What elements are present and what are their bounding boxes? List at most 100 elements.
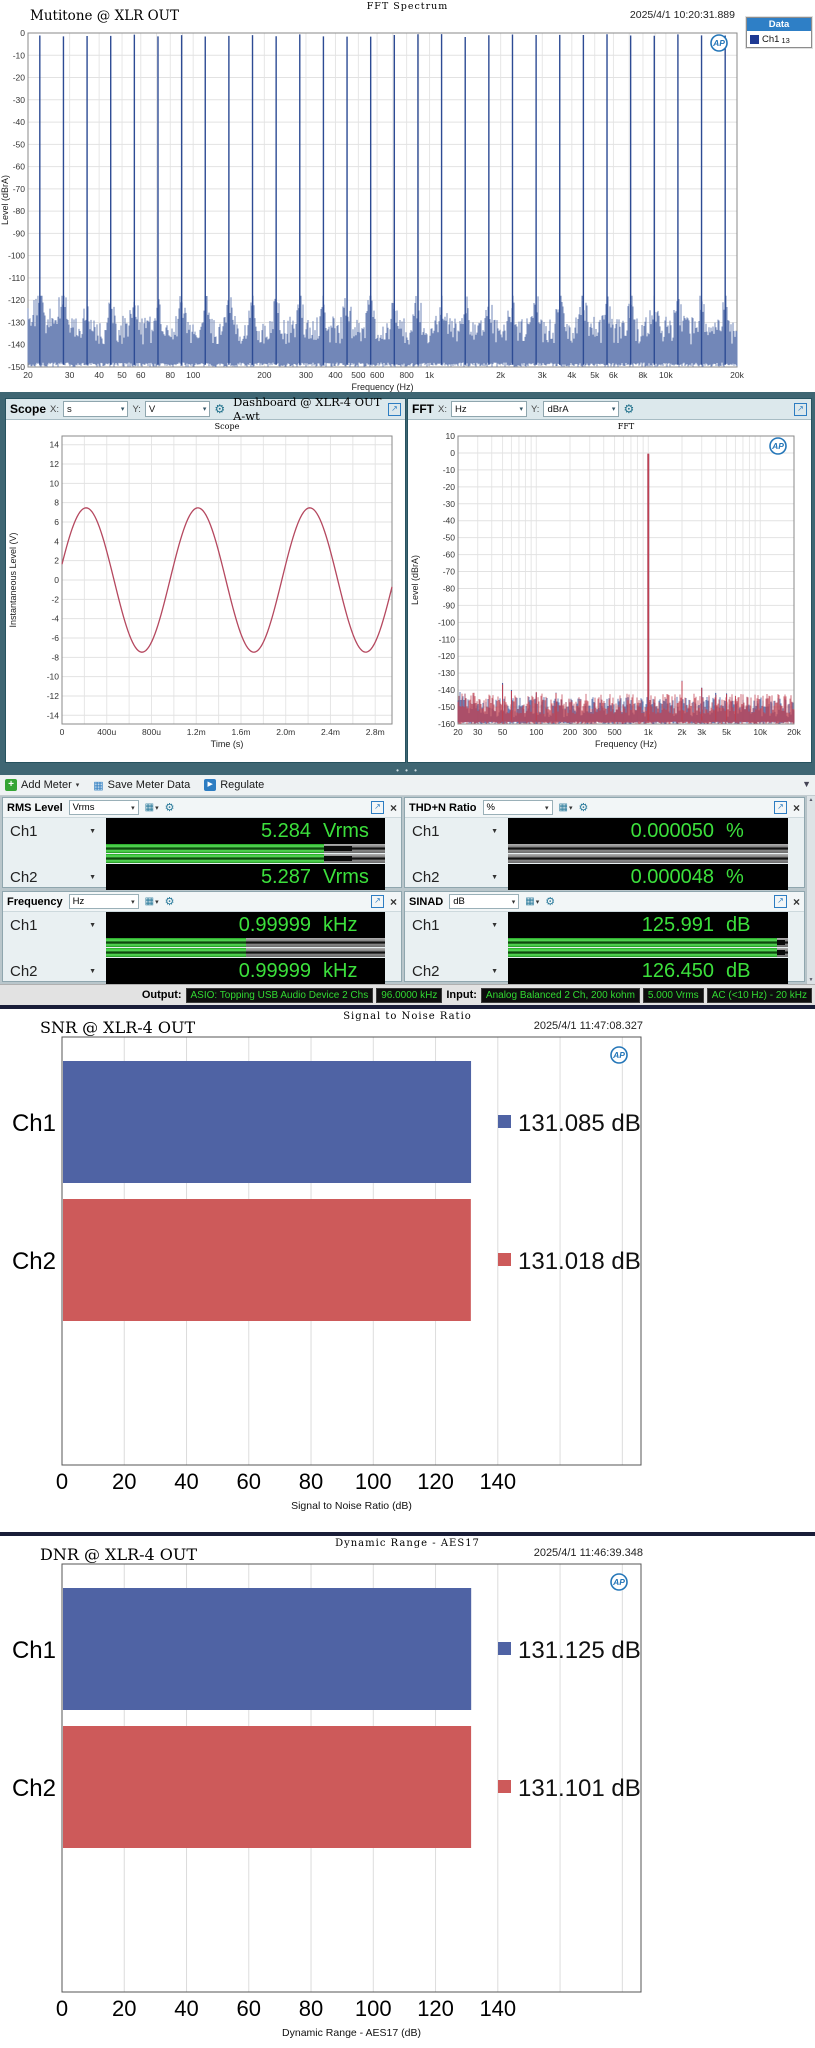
svg-text:5k: 5k	[722, 727, 732, 737]
add-meter-button[interactable]: + Add Meter ▾	[5, 779, 79, 791]
svg-text:-140: -140	[438, 685, 455, 695]
svg-text:20: 20	[112, 1469, 136, 1494]
svg-text:Frequency (Hz): Frequency (Hz)	[595, 739, 657, 749]
dnr-bar-chart: Ch1 131.125 dB Ch2 131.101 dB 0 20 40 60 80 100 12…	[12, 1563, 642, 2039]
svg-text:-4: -4	[51, 614, 59, 624]
gear-icon[interactable]: ⚙	[623, 402, 635, 416]
popout-icon[interactable]: ↗	[773, 801, 787, 814]
svg-text:60: 60	[237, 1996, 261, 2021]
meter-style-icon[interactable]: ▦ ▾	[144, 896, 159, 907]
svg-text:Scope: Scope	[215, 422, 240, 431]
gear-icon[interactable]: ⚙	[545, 896, 556, 908]
x-axis-label: X:	[50, 403, 59, 415]
svg-text:Dynamic Range - AES17 (dB): Dynamic Range - AES17 (dB)	[282, 2027, 421, 2039]
svg-text:Instantaneous Level (V): Instantaneous Level (V)	[8, 532, 18, 627]
svg-text:-40: -40	[443, 516, 456, 526]
channel-selector[interactable]: Ch1 ▼	[412, 822, 498, 840]
input-label: Input:	[446, 989, 477, 1001]
meter-display: 0.99999 kHz	[106, 912, 385, 938]
svg-text:200: 200	[257, 370, 271, 380]
close-icon[interactable]: ×	[792, 894, 800, 909]
close-icon[interactable]: ×	[389, 800, 397, 815]
x-unit-select[interactable]: s ▾	[63, 401, 129, 417]
svg-text:-8: -8	[51, 652, 59, 662]
meter-scrollbar[interactable]: ▲ ▼	[806, 796, 815, 984]
y-axis-label: Y:	[132, 403, 141, 415]
scope-panel-header: Scope X: s ▾ Y: V ▾ ⚙ Dashboard @ XLR-4 OU…	[6, 395, 405, 423]
scroll-down-icon[interactable]: ▼	[808, 977, 814, 983]
meter-unit-select[interactable]: Hz ▾	[68, 894, 139, 909]
fft-panel-header: FFT X: Hz ▾ Y: dBrA ▾ ⚙ ↗	[408, 399, 811, 420]
dnr-chart-section: Dynamic Range - AES17 DNR @ XLR-4 OUT 20…	[0, 1532, 815, 2048]
y-unit-select[interactable]: dBrA ▾	[543, 401, 620, 417]
channel-selector[interactable]: Ch2 ▼	[412, 962, 498, 980]
svg-text:Signal to Noise Ratio (dB): Signal to Noise Ratio (dB)	[291, 1500, 412, 1512]
popout-icon[interactable]: ↗	[773, 895, 787, 908]
snr-bar-chart: Ch1 131.085 dB Ch2 131.018 dB 0 20 40 60 80 100 12…	[12, 1036, 642, 1512]
svg-text:12: 12	[50, 459, 60, 469]
meter-panel: Frequency Hz ▾ ▦ ▾ ⚙ ↗ × Ch1 ▼ 0.99999 kHz C…	[2, 891, 402, 984]
x-unit-select[interactable]: Hz ▾	[450, 401, 527, 417]
popout-icon[interactable]: ↗	[388, 402, 401, 416]
meter-style-icon[interactable]: ▦ ▾	[525, 896, 540, 907]
channel-selector[interactable]: Ch2 ▼	[412, 868, 498, 886]
svg-text:500: 500	[351, 370, 365, 380]
meter-unit-select[interactable]: % ▾	[482, 800, 553, 815]
svg-text:-150: -150	[8, 362, 25, 372]
svg-text:20: 20	[112, 1996, 136, 2021]
svg-text:Time (s): Time (s)	[211, 739, 244, 749]
channel-selector[interactable]: Ch1 ▼	[10, 822, 96, 840]
meter-header: SINAD dB ▾ ▦ ▾ ⚙ ↗ ×	[405, 892, 804, 912]
svg-text:8k: 8k	[638, 370, 648, 380]
channel-selector[interactable]: Ch1 ▼	[10, 916, 96, 934]
gear-icon[interactable]: ⚙	[164, 802, 175, 814]
series-name: Ch1	[762, 33, 780, 45]
meter-style-icon[interactable]: ▦ ▾	[144, 802, 159, 813]
save-meter-data-button[interactable]: ▦ Save Meter Data	[93, 779, 191, 792]
chart-title: Dynamic Range - AES17	[335, 1538, 480, 1549]
svg-text:0: 0	[54, 575, 59, 585]
chevron-down-icon: ▾	[120, 406, 125, 413]
legend-header: Data	[747, 18, 811, 31]
svg-text:-130: -130	[438, 668, 455, 678]
toolbar-overflow-icon[interactable]: ▼	[802, 779, 811, 789]
meter-unit-select[interactable]: dB ▾	[449, 894, 520, 909]
meter-title: THD+N Ratio	[409, 801, 477, 814]
gear-icon[interactable]: ⚙	[164, 896, 175, 908]
svg-text:6k: 6k	[609, 370, 619, 380]
legend-item[interactable]: Ch1 13	[747, 31, 811, 47]
popout-icon[interactable]: ↗	[370, 801, 384, 814]
svg-text:-150: -150	[438, 702, 455, 712]
meter-grid: ▲ ▼ RMS Level Vrms ▾ ▦ ▾ ⚙ ↗ × Ch1 ▼ 5.284 V…	[0, 796, 815, 984]
gear-icon[interactable]: ⚙	[578, 802, 589, 814]
close-icon[interactable]: ×	[792, 800, 800, 815]
svg-text:-80: -80	[443, 583, 456, 593]
popout-icon[interactable]: ↗	[794, 402, 807, 416]
regulate-button[interactable]: ▶ Regulate	[204, 779, 264, 791]
channel-selector[interactable]: Ch2 ▼	[10, 868, 96, 886]
save-icon: ▦	[93, 779, 104, 792]
gear-icon[interactable]: ⚙	[214, 402, 226, 416]
close-icon[interactable]: ×	[389, 894, 397, 909]
svg-text:6: 6	[54, 517, 59, 527]
svg-text:-160: -160	[438, 719, 455, 729]
meter-header: THD+N Ratio % ▾ ▦ ▾ ⚙ ↗ ×	[405, 798, 804, 818]
svg-text:2.0m: 2.0m	[276, 727, 295, 737]
y-unit-select[interactable]: V ▾	[144, 401, 211, 417]
meter-style-icon[interactable]: ▦ ▾	[558, 802, 573, 813]
svg-text:1.6m: 1.6m	[232, 727, 251, 737]
scroll-up-icon[interactable]: ▲	[808, 797, 814, 803]
svg-text:120: 120	[417, 1469, 454, 1494]
svg-text:40: 40	[94, 370, 104, 380]
svg-text:Ch2: Ch2	[12, 1248, 56, 1275]
svg-text:2: 2	[54, 556, 59, 566]
level-bars	[106, 844, 385, 863]
meter-unit-select[interactable]: Vrms ▾	[68, 800, 139, 815]
chevron-down-icon: ▾	[519, 406, 523, 413]
popout-icon[interactable]: ↗	[370, 895, 384, 908]
chevron-down-icon: ▾	[545, 804, 549, 812]
series-color-swatch	[750, 34, 759, 44]
channel-selector[interactable]: Ch2 ▼	[10, 962, 96, 980]
channel-selector[interactable]: Ch1 ▼	[412, 916, 498, 934]
splitter-handle[interactable]: • • •	[0, 767, 815, 775]
